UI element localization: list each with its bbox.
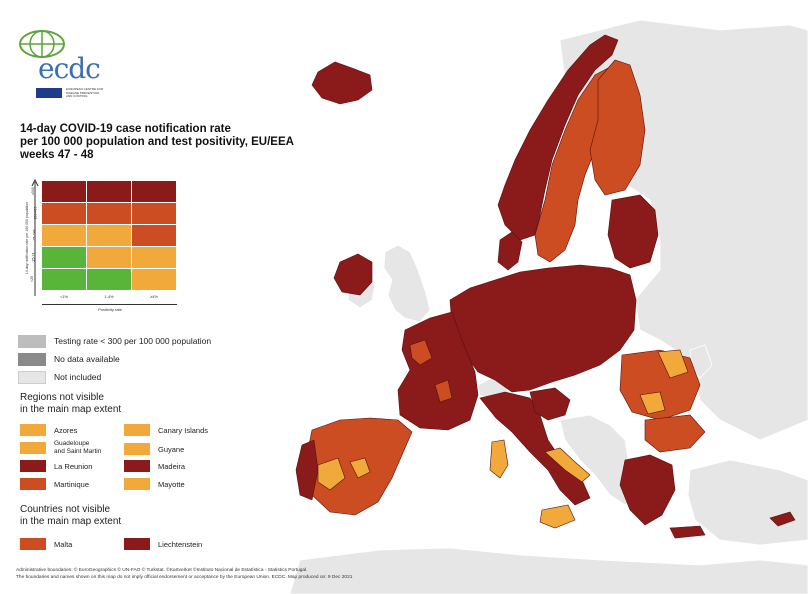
legend-not-included: Not included bbox=[18, 369, 101, 385]
matrix-x-arrow bbox=[42, 304, 177, 311]
matrix-cell bbox=[132, 269, 176, 290]
country-malta: Malta bbox=[20, 538, 72, 550]
matrix-cell bbox=[42, 225, 86, 246]
matrix-cell bbox=[132, 181, 176, 202]
regions-heading: Regions not visible in the main map exte… bbox=[20, 392, 122, 415]
matrix-cell bbox=[87, 247, 131, 268]
baltics bbox=[607, 194, 659, 269]
norway bbox=[497, 34, 619, 241]
finland bbox=[589, 59, 646, 196]
matrix-cell bbox=[42, 269, 86, 290]
logo-wordmark: ecdc bbox=[38, 52, 101, 85]
eu-flag-icon bbox=[36, 88, 62, 98]
legend-no-data: No data available bbox=[18, 351, 120, 367]
legend-swatch bbox=[18, 352, 46, 366]
central-europe bbox=[449, 264, 637, 393]
region-mayotte: Mayotte bbox=[124, 478, 185, 490]
matrix-y-tick: <25 bbox=[29, 276, 34, 282]
matrix-cell bbox=[132, 203, 176, 224]
croatia bbox=[529, 387, 571, 421]
matrix-y-tick: 25-74 bbox=[31, 252, 36, 262]
matrix-cell bbox=[42, 181, 86, 202]
region-madeira: Madeira bbox=[124, 460, 185, 472]
colour-matrix-legend: 14-day notification rate per 100 000 pop… bbox=[10, 176, 180, 316]
country-liechtenstein: Liechtenstein bbox=[124, 538, 202, 550]
region-guyane: Guyane bbox=[124, 443, 184, 455]
denmark bbox=[497, 231, 523, 271]
region-azores: Azores bbox=[20, 424, 77, 436]
matrix-cell bbox=[87, 225, 131, 246]
logo-subtitle: EUROPEAN CENTRE FOR DISEASE PREVENTION A… bbox=[66, 87, 104, 98]
matrix-y-tick: 75-199 bbox=[32, 229, 37, 241]
ecdc-logo: ecdc EUROPEAN CENTRE FOR DISEASE PREVENT… bbox=[18, 28, 108, 98]
matrix-x-axis-label: Positivity rate bbox=[98, 307, 122, 312]
countries-heading: Countries not visible in the main map ex… bbox=[20, 504, 122, 527]
sardinia bbox=[489, 439, 509, 479]
spain-orange-region bbox=[317, 457, 346, 491]
matrix-cell bbox=[132, 225, 176, 246]
matrix-y-axis-label: 14-day notification rate per 100 000 pop… bbox=[25, 201, 29, 275]
matrix-cell bbox=[132, 247, 176, 268]
matrix-y-tick: ≥500 bbox=[30, 187, 35, 195]
matrix-x-tick: ≥4% bbox=[150, 294, 158, 299]
sicily bbox=[539, 504, 576, 529]
region-guadeloupe: Guadeloupe and Saint Martin bbox=[20, 440, 101, 455]
region-canary-islands: Canary Islands bbox=[124, 424, 208, 436]
globe-icon bbox=[19, 30, 65, 58]
matrix-x-tick: 1-4% bbox=[104, 294, 114, 299]
france bbox=[397, 311, 479, 431]
greece bbox=[619, 454, 676, 526]
matrix-cell bbox=[87, 269, 131, 290]
matrix-y-tick: 200-499 bbox=[33, 206, 38, 220]
portugal bbox=[295, 439, 319, 501]
legend-testing-rate: Testing rate < 300 per 100 000 populatio… bbox=[18, 333, 211, 349]
matrix-cell bbox=[42, 247, 86, 268]
matrix-x-tick: <1% bbox=[59, 294, 69, 299]
legend-swatch bbox=[18, 370, 46, 384]
matrix-cell bbox=[87, 203, 131, 224]
matrix-grid bbox=[42, 181, 177, 291]
legend-swatch bbox=[18, 334, 46, 348]
matrix-y-arrow bbox=[31, 178, 39, 296]
matrix-cell bbox=[87, 181, 131, 202]
matrix-y-ticks: ≥500 200-499 75-199 25-74 <25 bbox=[29, 181, 43, 291]
matrix-x-ticks: <1% 1-4% ≥4% bbox=[42, 292, 177, 300]
ireland bbox=[333, 253, 373, 296]
cyprus bbox=[769, 511, 796, 527]
bulgaria bbox=[644, 414, 706, 453]
region-martinique: Martinique bbox=[20, 478, 89, 490]
iceland bbox=[311, 61, 373, 105]
eu-eea-countries bbox=[295, 34, 796, 539]
footer-notes: Administrative boundaries: © EuroGeograp… bbox=[16, 568, 353, 580]
matrix-cell bbox=[42, 203, 86, 224]
region-la-reunion: La Reunion bbox=[20, 460, 92, 472]
map-title: 14-day COVID-19 case notification rate p… bbox=[20, 123, 294, 161]
